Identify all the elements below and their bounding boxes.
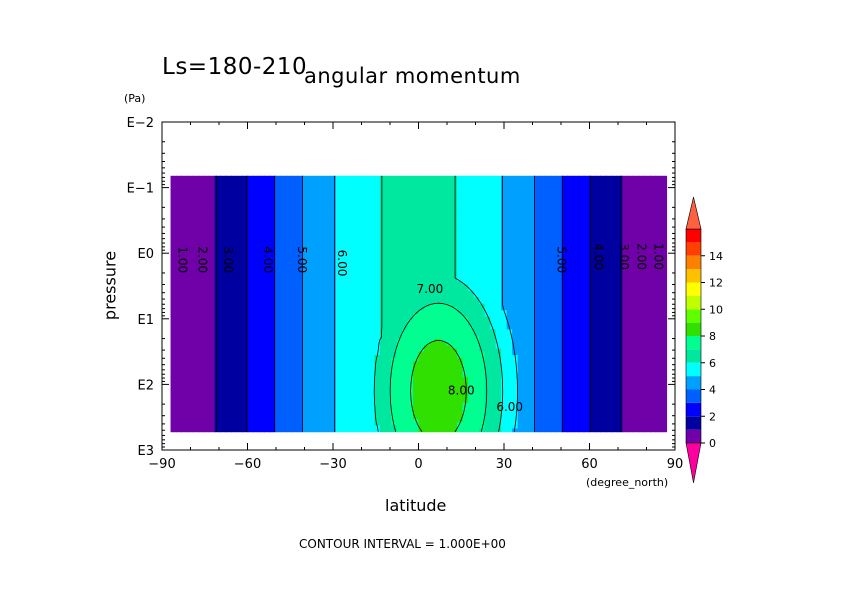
x-tick-label: −60 bbox=[234, 457, 261, 472]
colorbar-segment bbox=[686, 282, 701, 296]
colorbar-tick-label: 12 bbox=[709, 277, 723, 290]
colorbar-segment bbox=[686, 229, 701, 243]
x-axis-unit: (degree_north) bbox=[586, 476, 669, 489]
y-tick-label: E−2 bbox=[127, 116, 154, 131]
y-tick-label: E3 bbox=[138, 444, 155, 459]
y-axis-unit: (Pa) bbox=[124, 92, 146, 105]
contour-label: 5.00 bbox=[555, 246, 569, 273]
colorbar-segment bbox=[686, 269, 701, 283]
y-tick-label: E1 bbox=[138, 313, 155, 328]
y-tick-label: E−1 bbox=[127, 182, 154, 197]
chart-title: angular momentum bbox=[304, 64, 521, 88]
contour-label: 4.00 bbox=[261, 246, 275, 273]
x-tick-label: −30 bbox=[319, 457, 346, 472]
contour-label: 6.00 bbox=[335, 250, 349, 277]
contour-label: 2.00 bbox=[634, 243, 648, 270]
contour-label: 3.00 bbox=[617, 243, 631, 270]
contour-label: 6.00 bbox=[496, 400, 523, 414]
colorbar-tick-label: 14 bbox=[709, 250, 723, 263]
contour-label: 2.00 bbox=[195, 246, 209, 273]
colorbar-segment bbox=[686, 336, 701, 350]
contour-label: 4.00 bbox=[592, 243, 606, 270]
colorbar-tick-label: 8 bbox=[709, 330, 716, 343]
colorbar-segment bbox=[686, 309, 701, 323]
x-tick-label: −90 bbox=[148, 457, 175, 472]
x-tick-label: 60 bbox=[581, 457, 598, 472]
contour-lines bbox=[215, 175, 622, 432]
contour-label: 1.00 bbox=[651, 243, 665, 270]
colorbar-segment bbox=[686, 389, 701, 403]
x-tick-label: 30 bbox=[496, 457, 513, 472]
colorbar-tick-label: 6 bbox=[709, 357, 716, 370]
x-axis-title: latitude bbox=[385, 496, 447, 515]
contour-label: 7.00 bbox=[417, 282, 444, 296]
y-axis-title: pressure bbox=[100, 250, 120, 321]
contour-label: 8.00 bbox=[448, 383, 475, 397]
contour-interval-note: CONTOUR INTERVAL = 1.000E+00 bbox=[299, 537, 506, 551]
colorbar-segment bbox=[686, 242, 701, 256]
y-tick-label: E0 bbox=[138, 247, 155, 262]
colorbar-under-arrow bbox=[685, 442, 702, 484]
colorbar-segment bbox=[686, 295, 701, 310]
colorbar-segment bbox=[686, 376, 701, 390]
colorbar-tick-label: 2 bbox=[709, 410, 716, 423]
x-tick-label: 90 bbox=[667, 457, 684, 472]
colorbar-tick-label: 4 bbox=[709, 384, 716, 397]
contour-label: 1.00 bbox=[175, 246, 189, 273]
colorbar-segment bbox=[686, 429, 701, 443]
contour-fill bbox=[170, 175, 668, 433]
colorbar-segment bbox=[686, 416, 701, 430]
x-tick-label: 0 bbox=[414, 457, 422, 472]
contour-label: 3.00 bbox=[221, 246, 235, 273]
colorbar-tick-label: 10 bbox=[709, 303, 723, 316]
colorbar-segment bbox=[686, 322, 701, 336]
colorbar-over-arrow bbox=[685, 196, 702, 230]
contour-label: 5.00 bbox=[295, 246, 309, 273]
season-label: Ls=180-210 bbox=[162, 54, 308, 80]
colorbar-segment bbox=[686, 362, 701, 377]
colorbar-segment bbox=[686, 402, 701, 417]
colorbar-segment bbox=[686, 349, 701, 363]
colorbar-segment bbox=[686, 255, 701, 270]
y-tick-label: E2 bbox=[138, 378, 155, 393]
colorbar-tick-label: 0 bbox=[709, 437, 716, 450]
